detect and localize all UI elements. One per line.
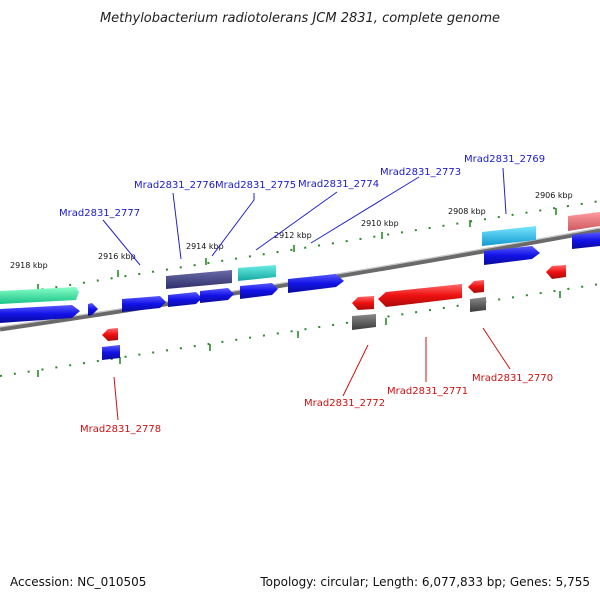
- cds-arrow-forward[interactable]: [200, 288, 234, 303]
- tick-label: 2912 kbp: [274, 231, 312, 240]
- cds-arrow-forward[interactable]: [168, 292, 202, 307]
- gene-label[interactable]: Mrad2831_2777: [59, 208, 140, 219]
- cds-arrow-reverse[interactable]: [352, 296, 374, 310]
- feature-block[interactable]: [0, 287, 79, 304]
- cds-arrow-reverse[interactable]: [468, 280, 484, 293]
- tick-track-upper: [0, 200, 600, 297]
- cds-arrow-forward[interactable]: [572, 232, 600, 249]
- cds-arrow-reverse[interactable]: [546, 265, 566, 279]
- tick-label: 2906 kbp: [535, 191, 573, 200]
- tick-label: 2918 kbp: [10, 261, 48, 270]
- feature-block[interactable]: [166, 270, 232, 289]
- tick-label: 2910 kbp: [361, 219, 399, 228]
- feature-block[interactable]: [482, 226, 536, 246]
- gene-label[interactable]: Mrad2831_2774: [298, 179, 379, 190]
- cds-arrow-forward[interactable]: [122, 296, 166, 312]
- feature-block[interactable]: [568, 212, 600, 231]
- feature-block[interactable]: [238, 265, 276, 281]
- cds-arrow-reverse[interactable]: [378, 284, 462, 307]
- feature-track-top: [0, 212, 600, 304]
- tick-track-lower: [0, 283, 600, 377]
- gene-label[interactable]: Mrad2831_2775: [215, 180, 296, 191]
- leader-lines-bottom: [113, 327, 511, 421]
- cds-arrow-forward[interactable]: [88, 303, 98, 316]
- gene-label[interactable]: Mrad2831_2770: [472, 373, 553, 384]
- forward-cds-track: [0, 232, 600, 323]
- feature-block[interactable]: [102, 345, 120, 360]
- gene-label[interactable]: Mrad2831_2769: [464, 154, 545, 165]
- gene-label[interactable]: Mrad2831_2776: [134, 180, 215, 191]
- cds-arrow-forward[interactable]: [0, 305, 80, 323]
- cds-arrow-forward[interactable]: [240, 283, 278, 299]
- accession-text: Accession: NC_010505: [10, 575, 146, 589]
- map-title: Methylobacterium radiotolerans JCM 2831,…: [100, 11, 500, 26]
- cds-arrow-forward[interactable]: [484, 246, 540, 265]
- gene-label[interactable]: Mrad2831_2771: [387, 386, 468, 397]
- gene-label[interactable]: Mrad2831_2778: [80, 424, 161, 435]
- tick-label: 2916 kbp: [98, 252, 136, 261]
- feature-track-bottom: [102, 297, 486, 360]
- gene-label[interactable]: Mrad2831_2772: [304, 398, 385, 409]
- cds-arrow-reverse[interactable]: [102, 328, 118, 341]
- reverse-cds-track: [102, 265, 566, 341]
- cds-arrow-forward[interactable]: [288, 274, 344, 293]
- tick-label: 2914 kbp: [186, 242, 224, 251]
- feature-block[interactable]: [470, 297, 486, 312]
- leader-lines-top: [102, 167, 507, 266]
- tick-label: 2908 kbp: [448, 207, 486, 216]
- gene-label[interactable]: Mrad2831_2773: [380, 167, 461, 178]
- genome-summary-text: Topology: circular; Length: 6,077,833 bp…: [259, 575, 590, 589]
- feature-block[interactable]: [352, 314, 376, 330]
